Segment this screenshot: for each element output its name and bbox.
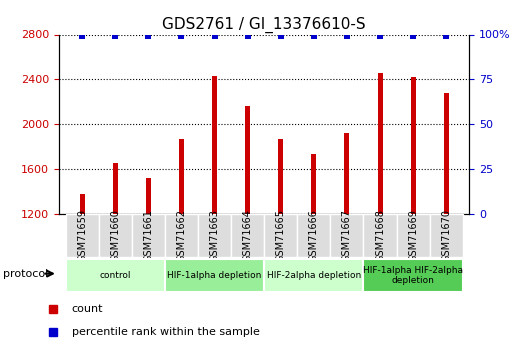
Bar bbox=[364, 259, 463, 292]
Bar bbox=[146, 178, 151, 214]
Bar bbox=[231, 214, 264, 257]
Text: GSM71667: GSM71667 bbox=[342, 209, 352, 262]
Bar bbox=[198, 214, 231, 257]
Text: HIF-2alpha depletion: HIF-2alpha depletion bbox=[267, 271, 361, 280]
Bar bbox=[364, 214, 397, 257]
Text: GSM71669: GSM71669 bbox=[408, 209, 418, 262]
Bar bbox=[330, 214, 364, 257]
Bar bbox=[66, 214, 98, 257]
Text: GSM71659: GSM71659 bbox=[77, 209, 87, 262]
Bar bbox=[344, 133, 349, 214]
Bar bbox=[397, 214, 430, 257]
Bar bbox=[311, 155, 317, 214]
Text: HIF-1alpha HIF-2alpha
depletion: HIF-1alpha HIF-2alpha depletion bbox=[363, 266, 463, 285]
Bar bbox=[80, 194, 85, 214]
Text: GSM71661: GSM71661 bbox=[143, 209, 153, 262]
Bar bbox=[132, 214, 165, 257]
Bar bbox=[165, 259, 264, 292]
Bar bbox=[264, 259, 364, 292]
Text: GSM71665: GSM71665 bbox=[276, 209, 286, 262]
Text: GSM71668: GSM71668 bbox=[375, 209, 385, 262]
Text: protocol: protocol bbox=[3, 269, 48, 279]
Text: GSM71670: GSM71670 bbox=[441, 209, 451, 262]
Text: GSM71663: GSM71663 bbox=[209, 209, 220, 262]
Text: GSM71662: GSM71662 bbox=[176, 209, 186, 262]
Bar bbox=[98, 214, 132, 257]
Bar bbox=[66, 259, 165, 292]
Title: GDS2761 / GI_13376610-S: GDS2761 / GI_13376610-S bbox=[163, 17, 366, 33]
Text: count: count bbox=[72, 304, 103, 314]
Bar bbox=[378, 73, 383, 214]
Text: GSM71664: GSM71664 bbox=[243, 209, 252, 262]
Bar bbox=[179, 139, 184, 214]
Bar bbox=[113, 164, 118, 214]
Text: percentile rank within the sample: percentile rank within the sample bbox=[72, 327, 260, 337]
Text: GSM71660: GSM71660 bbox=[110, 209, 120, 262]
Bar bbox=[264, 214, 298, 257]
Bar bbox=[444, 93, 449, 214]
Bar bbox=[245, 106, 250, 214]
Bar bbox=[298, 214, 330, 257]
Text: control: control bbox=[100, 271, 131, 280]
Text: HIF-1alpha depletion: HIF-1alpha depletion bbox=[167, 271, 262, 280]
Text: GSM71666: GSM71666 bbox=[309, 209, 319, 262]
Bar bbox=[410, 77, 416, 214]
Bar bbox=[278, 139, 283, 214]
Bar bbox=[430, 214, 463, 257]
Bar bbox=[165, 214, 198, 257]
Bar bbox=[212, 76, 217, 214]
